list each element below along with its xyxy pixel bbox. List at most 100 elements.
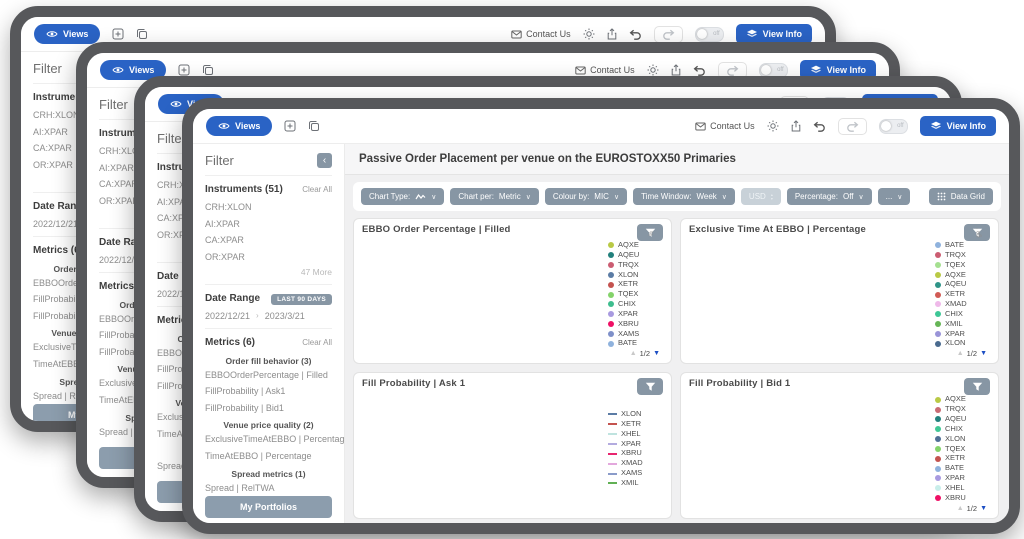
legend-item[interactable]: AQXE [935,395,989,404]
legend-item[interactable]: TQEX [935,260,989,270]
funnel-filter-icon[interactable]: Jan '23Feb '23Mar '23050100EBBOOrderPerc… [637,224,663,241]
metric-item[interactable]: ExclusiveTimeAtEBBO | Percentage [205,434,345,445]
copy-icon[interactable] [136,28,148,40]
views-button[interactable]: Views [206,116,273,136]
chart-type-dropdown[interactable]: Chart Type: ∨ [361,188,445,205]
view-info-button[interactable]: View Info [735,24,812,44]
legend-item[interactable]: TRQX [935,404,989,414]
legend-item[interactable]: XETR [935,289,989,299]
copy-icon[interactable] [308,120,320,132]
legend-item[interactable]: XPAR [608,309,662,319]
legend-item[interactable]: TRQX [608,260,662,270]
add-view-icon[interactable] [112,28,124,40]
export-icon[interactable] [607,28,617,40]
instrument-item[interactable]: OR:XPAR [205,251,245,262]
collapse-sidebar-icon[interactable]: ‹ [317,153,332,168]
instrument-item[interactable]: AI:XPAR [99,162,134,173]
date-from-field[interactable]: 2022/12/21 [205,310,251,321]
legend-item[interactable]: AQXE [608,241,662,250]
legend-item[interactable]: XPAR [935,473,989,483]
time-window-dropdown[interactable]: Time Window: Week ∨ [633,188,735,205]
instrument-item[interactable]: AI:XPAR [33,126,68,137]
legend-item[interactable]: XETR [608,419,662,429]
views-button[interactable]: Views [100,60,167,80]
date-to-field[interactable]: 2023/3/21 [264,310,305,321]
legend-item[interactable]: XLON [608,409,662,419]
legend-item[interactable]: XLON [935,434,989,444]
metric-item[interactable]: Spread | RelTWA [205,482,275,493]
legend-item[interactable]: XHEL [935,483,989,493]
instruments-clear-all[interactable]: Clear All [302,185,332,194]
undo-icon[interactable] [813,121,826,132]
funnel-filter-icon[interactable]: Jan '23Feb '23Mar '23050100ExclusiveTime… [964,224,990,241]
undo-icon[interactable] [629,29,642,40]
instruments-more-link[interactable]: 47 More [300,266,332,277]
legend-item[interactable]: TQEX [608,289,662,299]
funnel-filter-icon[interactable]: Jan '23Feb '23Mar '23050100FillProbabili… [964,378,990,396]
instrument-item[interactable]: CA:XPAR [99,179,138,190]
funnel-filter-icon[interactable]: Jan '23Feb '23Mar '230510FillProbability… [637,378,663,396]
instrument-item[interactable]: AI:XPAR [205,218,240,229]
theme-sun-icon[interactable] [583,28,595,40]
metric-item[interactable]: FillProbability | Bid1 [33,310,112,321]
view-info-button[interactable]: View Info [919,116,996,136]
contact-us-link[interactable]: Contact Us [695,121,755,131]
views-button[interactable]: Views [34,24,101,44]
instrument-item[interactable]: CA:XPAR [157,213,196,224]
legend-item[interactable]: XMAD [935,299,989,309]
percentage-dropdown[interactable]: Percentage: Off ∨ [786,188,872,205]
more-options-dropdown[interactable]: ... ∨ [877,188,911,205]
data-grid-button[interactable]: Data Grid [928,188,993,205]
legend-page-down-icon[interactable]: ▼ [980,350,987,358]
chart-per-dropdown[interactable]: Chart per: Metric ∨ [450,188,539,205]
legend-page-up-icon[interactable]: ▲ [956,350,964,358]
instrument-item[interactable]: CRH:XLON [33,110,80,120]
legend-page-up-icon[interactable]: ▲ [956,504,964,512]
metric-item[interactable]: FillProbability | Ask1 [205,386,286,397]
instrument-item[interactable]: CA:XPAR [205,235,244,246]
legend-item[interactable]: XBRU [935,493,989,503]
instrument-item[interactable]: OR:XPAR [33,159,73,170]
metric-item[interactable]: FillProbability | Ask1 [33,294,114,305]
legend-item[interactable]: XPAR [608,439,662,449]
my-portfolios-button[interactable]: My Portfolios [205,496,332,519]
view-info-button[interactable]: View Info [799,60,876,80]
legend-item[interactable]: XLON [935,339,989,348]
legend-item[interactable]: XETR [935,453,989,463]
legend-item[interactable]: TQEX [935,444,989,454]
legend-item[interactable]: XAMS [608,468,662,478]
date-from-field[interactable]: 2022/12/21 [33,218,79,229]
export-icon[interactable] [671,64,681,76]
instrument-item[interactable]: OR:XPAR [157,229,197,240]
legend-item[interactable]: XETR [608,280,662,289]
undo-icon[interactable] [693,65,706,76]
legend-item[interactable]: XBRU [608,449,662,458]
metric-item[interactable]: Spread | RelTWA [99,426,169,437]
add-view-icon[interactable] [178,64,190,76]
instrument-item[interactable]: CRH:XLON [205,202,252,212]
instrument-item[interactable]: AI:XPAR [157,196,192,207]
metrics-clear-all[interactable]: Clear All [302,337,332,347]
instrument-item[interactable]: CRH:XLON [157,180,204,190]
copy-icon[interactable] [202,64,214,76]
date-from-field[interactable]: 2022/12/21 [99,254,145,265]
legend-item[interactable]: XBRU [608,319,662,329]
contact-us-link[interactable]: Contact Us [511,29,571,39]
redo-icon[interactable] [837,117,867,135]
legend-item[interactable]: XHEL [608,429,662,439]
legend-item[interactable]: BATE [935,463,989,473]
toolbar-toggle[interactable]: off [694,26,724,42]
instrument-item[interactable]: CA:XPAR [33,143,72,154]
legend-item[interactable]: BATE [608,339,662,348]
metric-item[interactable]: TimeAtEBBO | Percentage [205,451,312,462]
legend-item[interactable]: XLON [608,270,662,280]
legend-item[interactable]: AQEU [608,250,662,260]
legend-page-up-icon[interactable]: ▲ [629,350,637,358]
legend-item[interactable]: XPAR [935,329,989,339]
add-view-icon[interactable] [284,120,296,132]
legend-item[interactable]: XMAD [608,458,662,468]
legend-item[interactable]: XMIL [935,319,989,329]
legend-item[interactable]: AQXE [935,270,989,280]
legend-item[interactable]: AQEU [935,280,989,289]
legend-item[interactable]: TRQX [935,250,989,260]
